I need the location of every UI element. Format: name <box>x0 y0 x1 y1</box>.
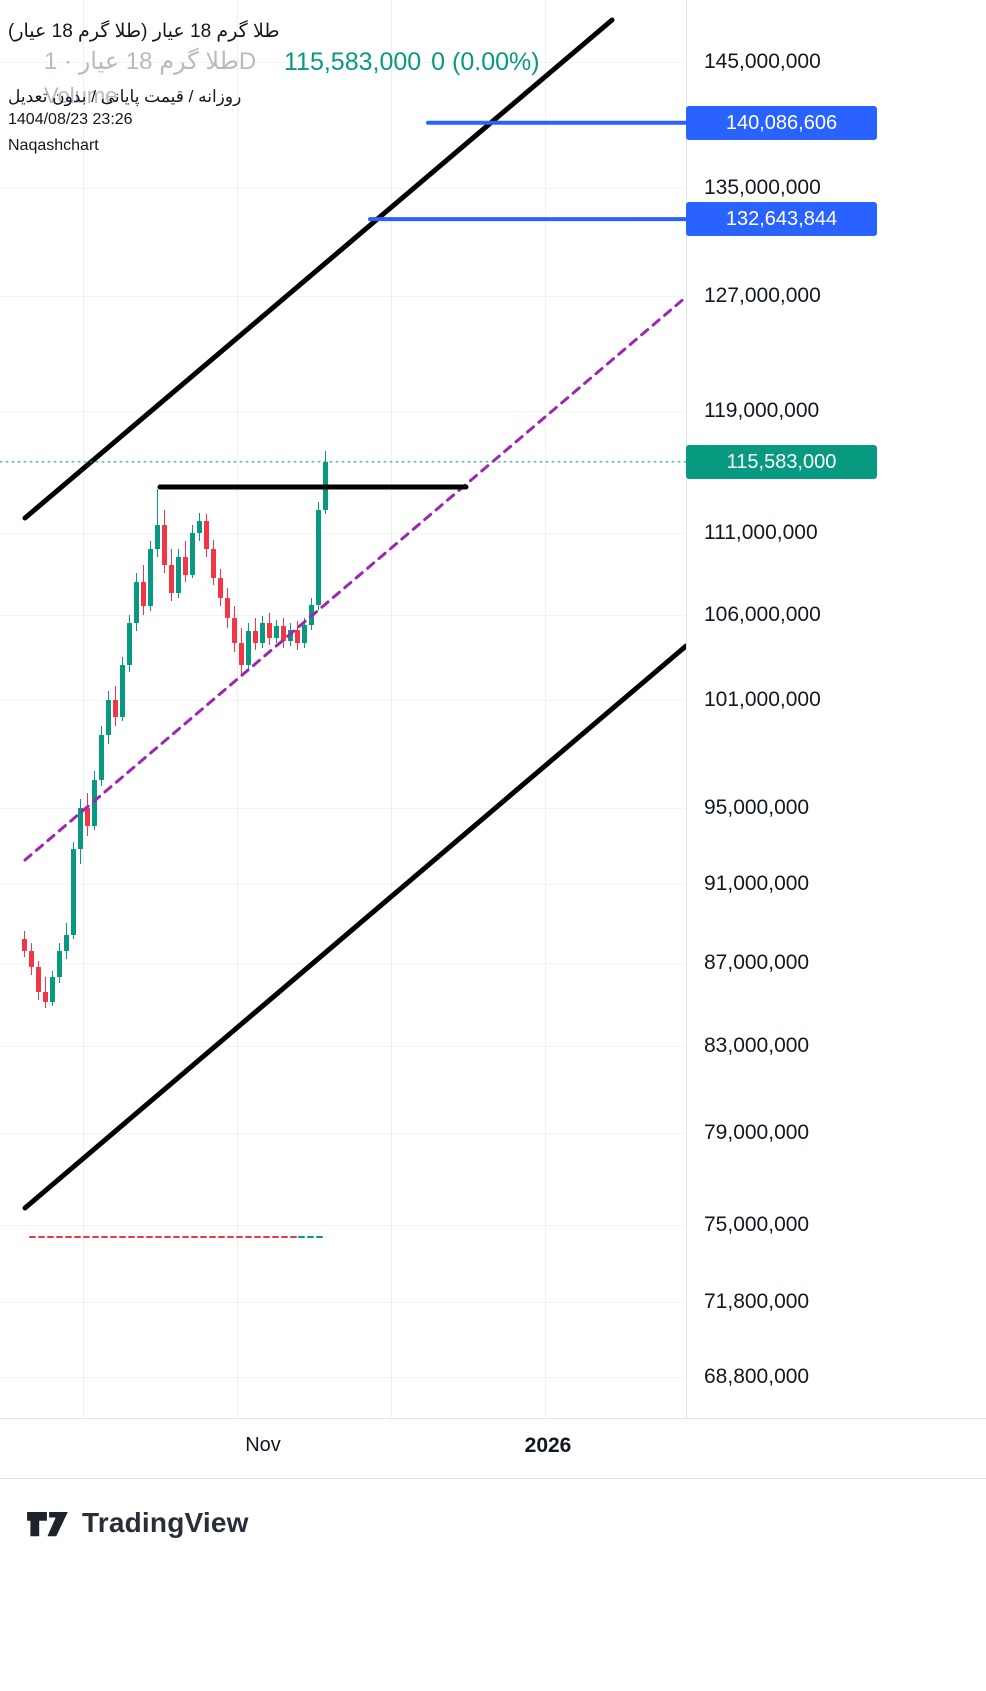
price-axis-badge: 132,643,844 <box>686 202 877 236</box>
candle-body <box>183 557 188 576</box>
candle-body <box>295 629 300 644</box>
price-axis-label: 106,000,000 <box>704 603 821 626</box>
candle-body <box>197 520 202 534</box>
candle-body <box>169 565 174 594</box>
time-axis-border-top <box>0 1418 986 1419</box>
price-axis-label: 79,000,000 <box>704 1121 810 1144</box>
candle-body <box>134 581 139 623</box>
price-axis-badge: 115,583,000 <box>686 445 877 479</box>
price-axis-label: 111,000,000 <box>704 521 818 544</box>
tradingview-logo-icon[interactable] <box>26 1503 70 1543</box>
price-axis-label: 68,800,000 <box>704 1365 810 1388</box>
candle-body <box>113 699 118 718</box>
candle-body <box>211 549 216 579</box>
candle-body <box>176 557 181 594</box>
candle-body <box>225 597 230 618</box>
time-axis[interactable]: Nov 2026 <box>0 1419 986 1478</box>
candle-body <box>274 626 279 638</box>
candle-body <box>302 624 307 644</box>
candle-body <box>71 849 76 935</box>
candle-body <box>36 966 41 992</box>
candle-body <box>204 520 209 550</box>
horizontal-gridline <box>0 1225 686 1226</box>
time-axis-label: Nov <box>245 1434 281 1456</box>
price-axis-label: 87,000,000 <box>704 951 810 974</box>
candlestick-series[interactable] <box>0 0 686 1418</box>
candle-body <box>29 950 34 967</box>
candle-body <box>232 617 237 644</box>
candle-body <box>57 950 62 978</box>
price-axis-label: 135,000,000 <box>704 176 821 199</box>
tradingview-wordmark[interactable]: TradingView <box>82 1507 249 1538</box>
candle-body <box>78 807 83 850</box>
candle-body <box>141 581 146 607</box>
candle-body <box>267 622 272 638</box>
price-axis-badge: 140,086,606 <box>686 106 877 140</box>
price-axis[interactable]: 145,000,000 135,000,000 127,000,000 119,000… <box>686 0 986 1418</box>
candle-body <box>260 622 265 644</box>
candle-body <box>288 629 293 642</box>
candle-body <box>127 622 132 666</box>
price-axis-label: 145,000,000 <box>704 50 821 73</box>
candle-body <box>148 549 153 607</box>
price-axis-label: 71,800,000 <box>704 1290 810 1313</box>
candle-body <box>323 461 328 510</box>
candle-body <box>155 525 160 550</box>
candle-body <box>162 525 167 566</box>
price-axis-label: 101,000,000 <box>704 688 821 711</box>
candle-body <box>316 509 321 605</box>
price-axis-label: 75,000,000 <box>704 1213 810 1236</box>
horizontal-gridline <box>0 1302 686 1303</box>
candle-body <box>85 807 90 827</box>
price-axis-label: 119,000,000 <box>704 399 820 422</box>
candle-body <box>106 699 111 736</box>
candle-body <box>64 934 69 951</box>
price-axis-label: 95,000,000 <box>704 796 810 819</box>
time-axis-label: 2026 <box>524 1434 572 1457</box>
tradingview-footer: TradingView <box>26 1503 249 1543</box>
candle-body <box>309 604 314 625</box>
candle-body <box>92 780 97 827</box>
candle-body <box>120 665 125 718</box>
candle-body <box>190 533 195 576</box>
candle-body <box>246 631 251 666</box>
candle-body <box>239 643 244 666</box>
candle-body <box>50 977 55 1002</box>
horizontal-gridline <box>0 1377 686 1378</box>
candle-body <box>218 578 223 598</box>
candle-body <box>43 991 48 1002</box>
price-axis-label: 83,000,000 <box>704 1034 810 1057</box>
candle-body <box>99 735 104 781</box>
price-axis-label: 127,000,000 <box>704 284 821 307</box>
price-axis-label: 91,000,000 <box>704 872 810 895</box>
candle-body <box>281 626 286 642</box>
candle-body <box>253 631 258 644</box>
candle-body <box>22 938 27 951</box>
time-axis-border-bottom <box>0 1478 986 1479</box>
